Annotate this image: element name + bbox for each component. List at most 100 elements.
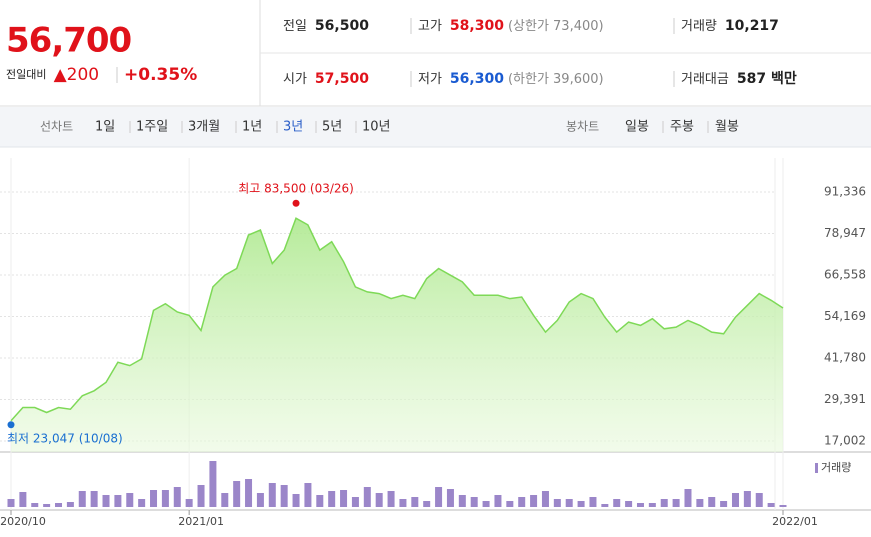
volume-bar	[375, 493, 383, 507]
stat-value: 57,500	[315, 71, 369, 87]
x-tick-label: 2020/10	[0, 515, 46, 528]
period-tab[interactable]: 5년	[322, 120, 342, 135]
volume-bar	[161, 490, 169, 507]
volume-bar	[506, 501, 514, 507]
stat: 저가 56,300 (하한가 39,600)	[418, 71, 604, 87]
y-tick-label: 41,780	[824, 351, 866, 365]
legend-swatch	[815, 463, 818, 473]
stat-extra: (상한가 73,400)	[508, 19, 604, 34]
volume-bar	[577, 501, 585, 507]
volume-bar	[245, 479, 253, 507]
volume-bar	[458, 495, 466, 507]
volume-bar	[518, 497, 526, 507]
period-tab[interactable]: 1년	[242, 120, 262, 135]
volume-bar	[328, 491, 336, 507]
volume-bar	[387, 491, 395, 507]
stat-value: 56,300	[450, 71, 504, 87]
volume-bar	[708, 497, 716, 507]
change-line: 전일대비 ▲200	[6, 65, 99, 86]
volume-bar	[197, 485, 205, 507]
legend-label: 거래량	[821, 461, 851, 474]
current-price: 56,700	[6, 21, 132, 61]
volume-bar	[636, 503, 644, 507]
volume-bar	[399, 499, 407, 507]
period-tab[interactable]: 10년	[362, 120, 391, 135]
y-tick-label: 78,947	[824, 226, 866, 240]
stat-extra: (하한가 39,600)	[508, 72, 604, 87]
volume-bar	[731, 493, 739, 507]
volume-bar	[66, 502, 74, 507]
change-amount: ▲200	[54, 65, 100, 85]
volume-bar	[755, 493, 763, 507]
low-annotation: 최저 23,047 (10/08)	[7, 431, 123, 445]
volume-bar	[138, 499, 146, 507]
volume-bar	[268, 483, 276, 507]
y-tick-label: 29,391	[824, 392, 866, 406]
volume-bar	[720, 501, 728, 507]
period-tab[interactable]: 3년	[283, 120, 303, 135]
volume-bar	[565, 499, 573, 507]
volume-bar	[78, 491, 86, 507]
volume-bar	[482, 501, 490, 507]
volume-bar	[779, 505, 787, 507]
price-line	[10, 217, 784, 422]
x-tick-label: 2021/01	[178, 515, 224, 528]
stat-label: 시가	[283, 72, 307, 87]
volume-bar	[340, 490, 348, 507]
stat-label: 거래대금	[681, 72, 729, 87]
stat-label: 고가	[418, 19, 442, 34]
volume-bar	[19, 492, 27, 507]
volume-bar	[672, 499, 680, 507]
volume-bar	[613, 499, 621, 507]
stat-value: 58,300	[450, 18, 504, 34]
volume-bar	[43, 504, 51, 507]
volume-bar	[102, 495, 110, 507]
volume-bar	[411, 497, 419, 507]
period-tab[interactable]: 3개월	[188, 120, 220, 135]
change-rate: +0.35%	[124, 65, 197, 85]
volume-bar	[31, 503, 39, 507]
stat-value: 587 백만	[737, 71, 797, 87]
volume-bar	[233, 481, 241, 507]
volume-bar	[351, 497, 359, 507]
y-tick-label: 91,336	[824, 185, 866, 199]
volume-bar	[7, 499, 15, 507]
stat: 고가 58,300 (상한가 73,400)	[418, 18, 604, 34]
volume-bar	[114, 495, 122, 507]
volume-bar	[292, 494, 300, 507]
volume-bar	[589, 497, 597, 507]
stat-label: 전일	[283, 19, 307, 34]
volume-bar	[743, 491, 751, 507]
volume-bar	[173, 487, 181, 507]
volume-bar	[553, 499, 561, 507]
volume-bar	[423, 501, 431, 507]
volume-bar	[363, 487, 371, 507]
candle-tab[interactable]: 월봉	[715, 120, 739, 135]
y-tick-label: 54,169	[824, 309, 866, 323]
stat-value: 10,217	[725, 18, 779, 34]
candle-tab[interactable]: 주봉	[670, 120, 694, 135]
volume-bar	[767, 503, 775, 507]
high-marker	[292, 199, 300, 207]
volume-bar	[221, 493, 229, 507]
stat-label: 거래량	[681, 19, 717, 34]
volume-bar	[696, 499, 704, 507]
volume-bar	[150, 490, 158, 507]
volume-bar	[209, 461, 217, 507]
volume-bar	[280, 485, 288, 507]
period-tab[interactable]: 1주일	[136, 120, 168, 135]
volume-bar	[185, 499, 193, 507]
volume-bar	[435, 487, 443, 507]
period-tab[interactable]: 1일	[95, 120, 115, 135]
y-tick-label: 66,558	[824, 268, 866, 282]
volume-bar	[126, 493, 134, 507]
volume-bar	[648, 503, 656, 507]
volume-bar	[530, 495, 538, 507]
tab-group-label: 선차트	[40, 120, 73, 134]
volume-bar	[684, 489, 692, 507]
candle-tab[interactable]: 일봉	[625, 120, 649, 135]
stat: 거래량 10,217	[681, 18, 779, 34]
stat: 전일 56,500	[283, 18, 369, 34]
y-tick-label: 17,002	[824, 434, 866, 448]
